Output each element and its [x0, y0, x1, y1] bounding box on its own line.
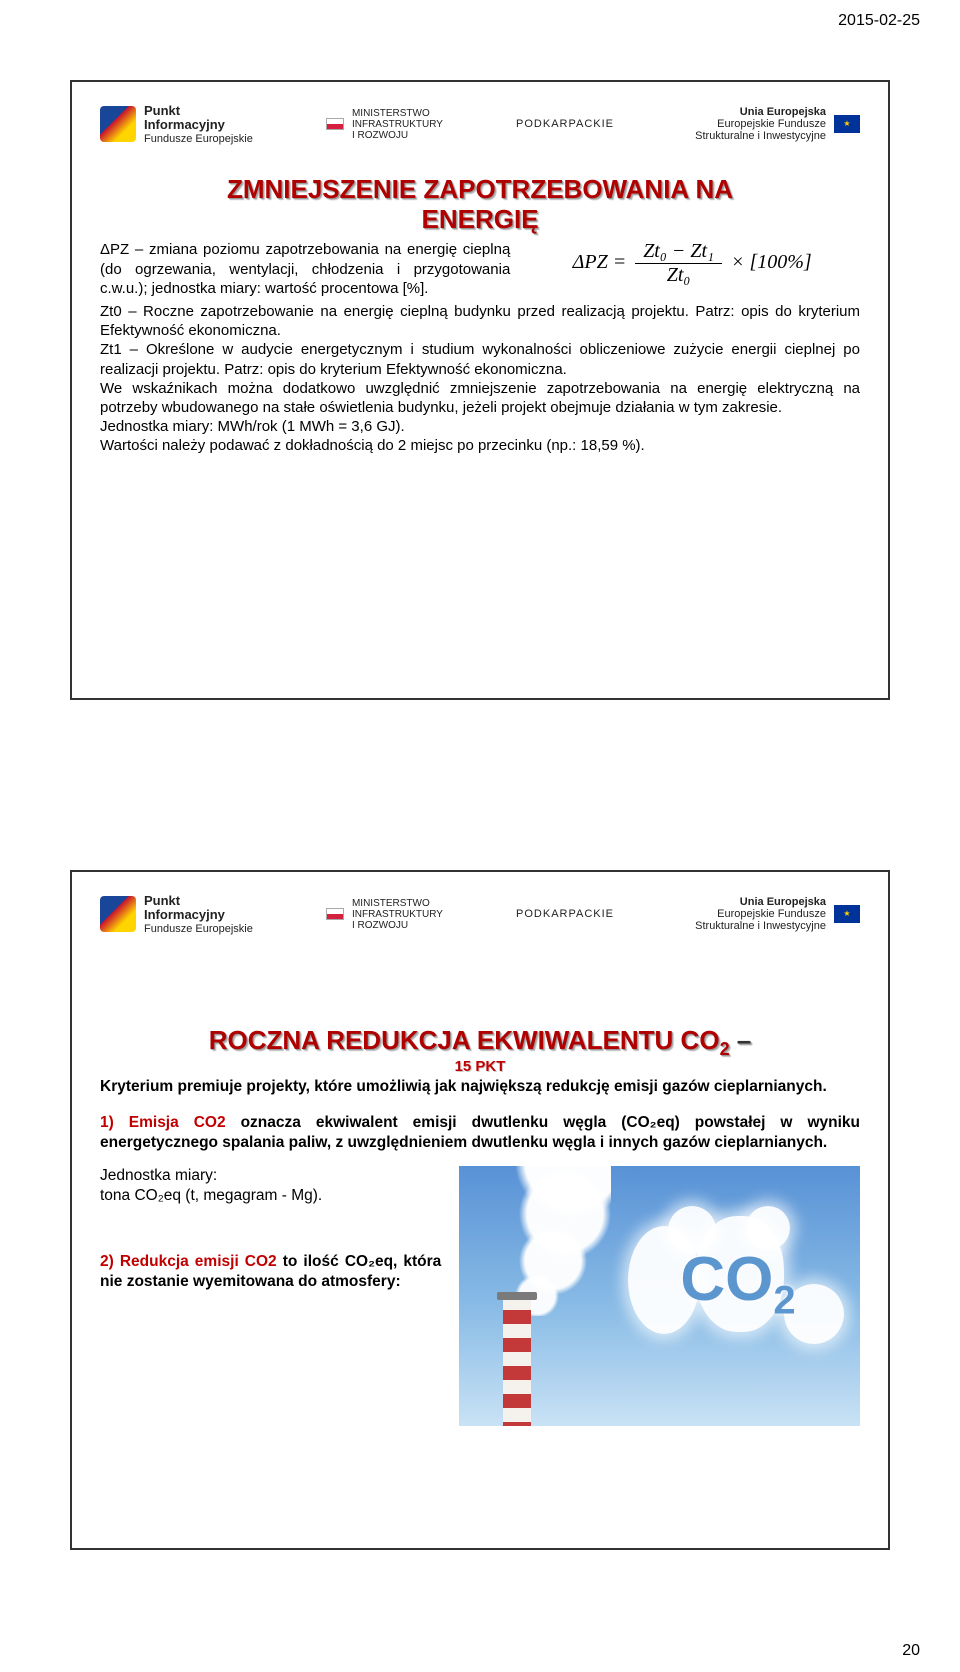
- slide2-p1-prefix: 1) Emisja CO2: [100, 1114, 241, 1131]
- gap: [100, 1206, 441, 1252]
- slide-1: Punkt Informacyjny Fundusze Europejskie …: [70, 80, 890, 700]
- podk-text-2: PODKARPACKIE: [516, 908, 614, 920]
- mir2-l1: MINISTERSTWO: [352, 898, 430, 909]
- logo-punkt-informacyjny-2: Punkt Informacyjny Fundusze Europejskie: [100, 894, 253, 935]
- mir2-l3: I ROZWOJU: [352, 920, 408, 931]
- slide-2: Punkt Informacyjny Fundusze Europejskie …: [70, 870, 890, 1550]
- slide2-p2-prefix: 2) Redukcja emisji CO2: [100, 1253, 283, 1270]
- mir2-l2: INFRASTRUKTURY: [352, 909, 443, 920]
- ue2-l1: Unia Europejska: [740, 896, 826, 908]
- pi-text: Punkt Informacyjny Fundusze Europejskie: [144, 104, 253, 145]
- slide2-points: 15 PKT: [100, 1058, 860, 1075]
- ue-text-2: Unia Europejska Europejskie Fundusze Str…: [695, 896, 826, 932]
- logo-ue-2: Unia Europejska Europejskie Fundusze Str…: [695, 896, 860, 932]
- formula-fraction: Zt₀ − Zt₁ Zt₀: [635, 240, 722, 287]
- cloud-co2: CO2: [628, 1206, 848, 1356]
- p-zt1: Zt1 – Określone w audycie energetycznym …: [100, 340, 860, 378]
- pi-mark-icon: [100, 106, 136, 142]
- slide1-title-l1: ZMNIEJSZENIE ZAPOTRZEBOWANIA NA: [227, 174, 733, 204]
- flag-eu-icon-2: [834, 905, 860, 923]
- slide2-title: ROCZNA REDUKCJA EKWIWALENTU CO2 –: [100, 1025, 860, 1060]
- pi-text-2: Punkt Informacyjny Fundusze Europejskie: [144, 894, 253, 935]
- p-precision: Wartości należy podawać z dokładnością d…: [100, 436, 860, 455]
- chimney-icon: [503, 1296, 531, 1426]
- mir-l3: I ROZWOJU: [352, 130, 408, 141]
- dpz-definition: ΔPZ – zmiana poziomu zapotrzebowania na …: [100, 240, 510, 298]
- podk-text: PODKARPACKIE: [516, 118, 614, 130]
- page-number: 20: [902, 1642, 920, 1660]
- logo-punkt-informacyjny: Punkt Informacyjny Fundusze Europejskie: [100, 104, 253, 145]
- ue-l1: Unia Europejska: [740, 106, 826, 118]
- logo-row-2: Punkt Informacyjny Fundusze Europejskie …: [100, 894, 860, 935]
- photo-left-col: Jednostka miary: tona CO₂eq (t, megagram…: [100, 1166, 441, 1426]
- slide2-title-sub: 2: [720, 1039, 730, 1059]
- mir-text: MINISTERSTWO INFRASTRUKTURY I ROZWOJU: [352, 108, 443, 141]
- slide1-title-l2: ENERGIĘ: [100, 205, 860, 235]
- formula: ΔPZ = Zt₀ − Zt₁ Zt₀ × [100%]: [524, 240, 860, 287]
- pi2-l1: Punkt: [144, 893, 180, 908]
- date-header: 2015-02-25: [838, 12, 920, 30]
- pi-l3: Fundusze Europejskie: [144, 133, 253, 145]
- formula-num: Zt₀ − Zt₁: [635, 240, 722, 264]
- flag-pl-icon: [326, 118, 344, 130]
- logo-mir: MINISTERSTWO INFRASTRUKTURY I ROZWOJU: [326, 108, 443, 141]
- p-wskazniki: We wskaźnikach można dodatkowo uwzględni…: [100, 379, 860, 417]
- slide2-title-dash: –: [730, 1025, 752, 1055]
- pi-mark-icon-2: [100, 896, 136, 932]
- mir-text-2: MINISTERSTWO INFRASTRUKTURY I ROZWOJU: [352, 898, 443, 931]
- logo-mir-2: MINISTERSTWO INFRASTRUKTURY I ROZWOJU: [326, 898, 443, 931]
- pi-l1: Punkt: [144, 103, 180, 118]
- formula-rhs: × [100%]: [731, 252, 812, 274]
- slide1-title: ZMNIEJSZENIE ZAPOTRZEBOWANIA NA ENERGIĘ: [100, 175, 860, 235]
- ue-text: Unia Europejska Europejskie Fundusze Str…: [695, 106, 826, 142]
- mir-l2: INFRASTRUKTURY: [352, 119, 443, 130]
- logo-podkarpackie-2: PODKARPACKIE: [516, 908, 622, 920]
- flag-eu-icon: [834, 115, 860, 133]
- mir-l1: MINISTERSTWO: [352, 108, 430, 119]
- slide2-p2: 2) Redukcja emisji CO2 to ilość CO₂eq, k…: [100, 1252, 441, 1292]
- ue2-l2: Europejskie Fundusze: [717, 908, 826, 920]
- photo-block: Jednostka miary: tona CO₂eq (t, megagram…: [100, 1166, 860, 1426]
- formula-row: ΔPZ – zmiana poziomu zapotrzebowania na …: [100, 240, 860, 298]
- cloud-2: 2: [773, 1279, 795, 1323]
- spacer: [100, 965, 860, 1025]
- slide2-intro: Kryterium premiuje projekty, które umożl…: [100, 1077, 860, 1097]
- logo-row: Punkt Informacyjny Fundusze Europejskie …: [100, 104, 860, 145]
- cloud-co: CO: [680, 1245, 773, 1314]
- formula-den: Zt₀: [635, 264, 722, 287]
- slide2-p1: 1) Emisja CO2 oznacza ekwiwalent emisji …: [100, 1113, 860, 1153]
- slide2-title-main: ROCZNA REDUKCJA EKWIWALENTU CO: [209, 1025, 720, 1055]
- pi2-l2: Informacyjny: [144, 907, 225, 922]
- pi-l2: Informacyjny: [144, 117, 225, 132]
- co2-image: CO2: [459, 1166, 860, 1426]
- ue-l2: Europejskie Fundusze: [717, 118, 826, 130]
- flag-pl-icon-2: [326, 908, 344, 920]
- pi2-l3: Fundusze Europejskie: [144, 923, 253, 935]
- unit-l2: tona CO₂eq (t, megagram - Mg).: [100, 1186, 441, 1206]
- unit-l1: Jednostka miary:: [100, 1166, 441, 1186]
- p-unit: Jednostka miary: MWh/rok (1 MWh = 3,6 GJ…: [100, 417, 860, 436]
- formula-lhs: ΔPZ =: [573, 252, 627, 274]
- logo-ue: Unia Europejska Europejskie Fundusze Str…: [695, 106, 860, 142]
- p-zt0: Zt0 – Roczne zapotrzebowanie na energię …: [100, 302, 860, 340]
- ue2-l3: Strukturalne i Inwestycyjne: [695, 920, 826, 932]
- ue-l3: Strukturalne i Inwestycyjne: [695, 130, 826, 142]
- logo-podkarpackie: PODKARPACKIE: [516, 118, 622, 130]
- cloud-label: CO2: [628, 1244, 848, 1323]
- slide1-body: Zt0 – Roczne zapotrzebowanie na energię …: [100, 302, 860, 456]
